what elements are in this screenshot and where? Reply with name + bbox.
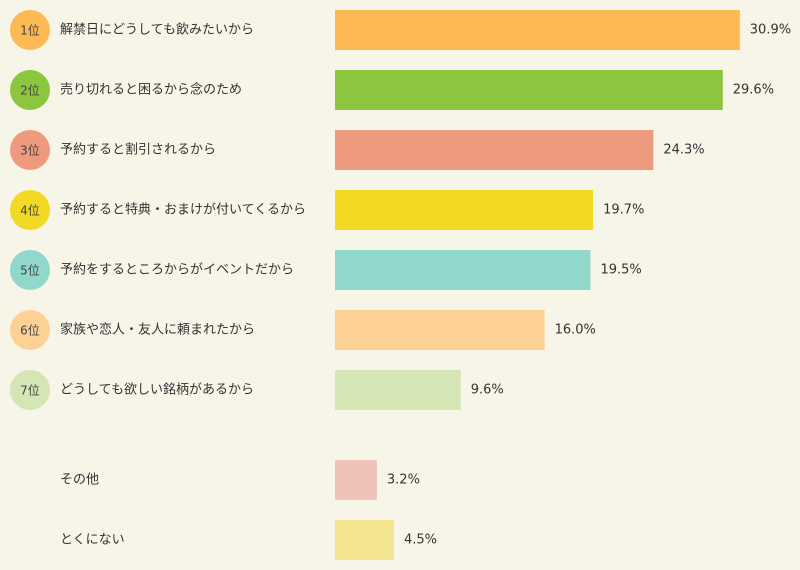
- bar: [335, 10, 740, 50]
- value-label: 29.6%: [733, 83, 774, 98]
- rank-label: 5位: [20, 263, 40, 278]
- rank-badge: [10, 370, 50, 410]
- rank-badge: [10, 130, 50, 170]
- rank-label: 3位: [20, 143, 40, 158]
- rank-badge: [10, 310, 50, 350]
- category-label: 予約すると特典・おまけが付いてくるから: [60, 203, 306, 218]
- bar: [335, 70, 723, 110]
- value-label: 4.5%: [404, 533, 437, 548]
- bar: [335, 520, 394, 560]
- bar: [335, 130, 654, 170]
- category-label: 売り切れると困るから念のため: [60, 82, 242, 98]
- category-label: その他: [60, 473, 99, 488]
- value-label: 19.7%: [603, 203, 644, 218]
- rank-label: 7位: [20, 383, 40, 398]
- value-label: 16.0%: [555, 323, 596, 338]
- value-label: 9.6%: [471, 383, 504, 398]
- bar: [335, 190, 594, 230]
- rank-label: 4位: [20, 203, 40, 218]
- rank-badge: [10, 190, 50, 230]
- category-label: 予約をするところからがイベントだから: [60, 263, 294, 278]
- bar: [335, 250, 591, 290]
- bar: [335, 370, 461, 410]
- value-label: 19.5%: [600, 263, 641, 278]
- rank-badge: [10, 10, 50, 50]
- rank-badge: [10, 250, 50, 290]
- rank-label: 1位: [20, 23, 40, 38]
- category-label: 家族や恋人・友人に頼まれたから: [60, 322, 255, 338]
- bar: [335, 460, 377, 500]
- category-label: 予約すると割引されるから: [60, 142, 216, 158]
- category-label: どうしても欲しい銘柄があるから: [60, 382, 254, 398]
- rank-label: 6位: [20, 323, 40, 338]
- bar: [335, 310, 545, 350]
- category-label: 解禁日にどうしても飲みたいから: [60, 22, 254, 38]
- category-label: とくにない: [60, 533, 125, 548]
- rank-badge: [10, 70, 50, 110]
- rank-label: 2位: [20, 83, 40, 98]
- value-label: 30.9%: [750, 23, 791, 38]
- value-label: 3.2%: [387, 473, 420, 488]
- value-label: 24.3%: [663, 143, 704, 158]
